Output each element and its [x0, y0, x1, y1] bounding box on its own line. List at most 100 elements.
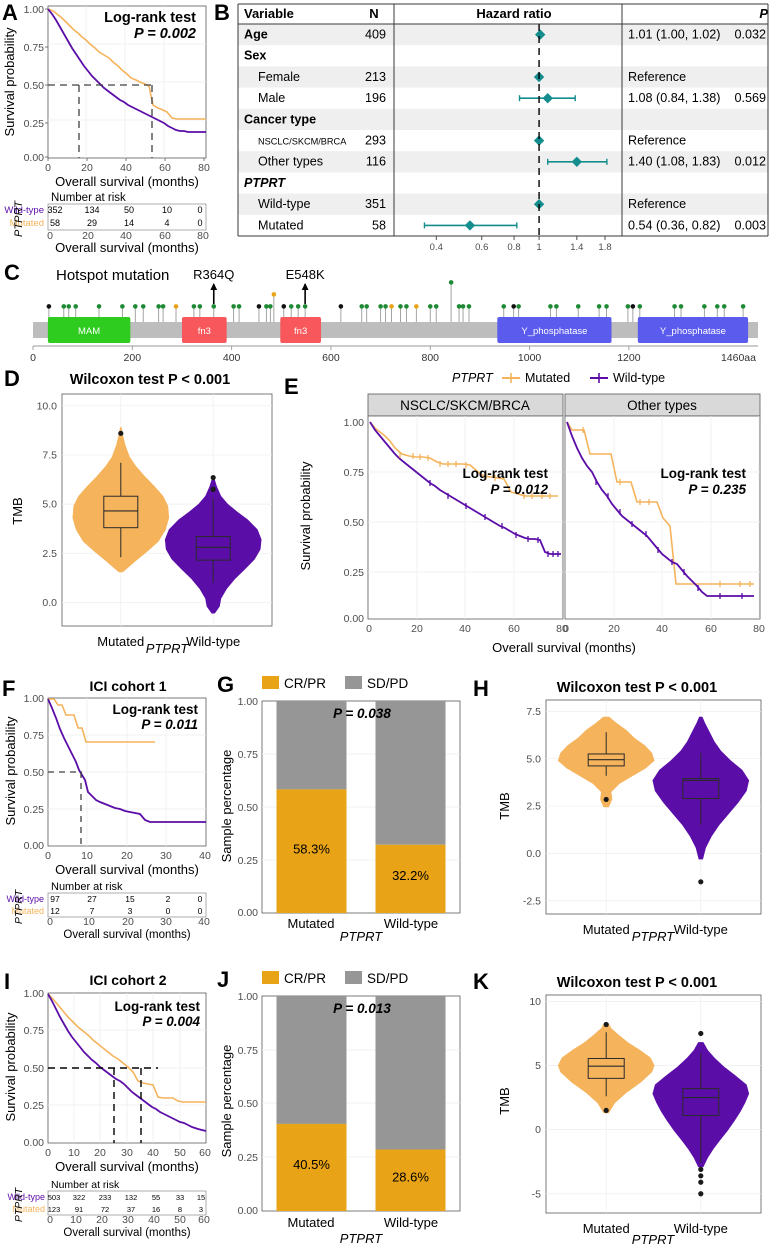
violin-y-tick: 5.0	[526, 753, 541, 765]
svg-text:40: 40	[120, 162, 132, 174]
svg-text:1.00: 1.00	[24, 988, 45, 1000]
panel-f-risk-x-label: Overall survival (months)	[63, 929, 190, 941]
svg-text:50: 50	[124, 205, 134, 215]
panel-d-letter: D	[4, 366, 20, 391]
panel-i-y-label: Survival probability	[3, 1012, 18, 1122]
panel-g-p-value: P = 0.038	[333, 706, 391, 721]
svg-text:Mutated: Mutated	[288, 1215, 335, 1230]
lollipop-marker	[702, 304, 707, 309]
protein-domain	[181, 317, 227, 343]
forest-axis-tick: 1	[536, 242, 541, 253]
forest-row-label: NSCLC/SKCM/BRCA	[258, 137, 347, 147]
panel-g-x-label: PTPRT	[340, 929, 383, 944]
forest-axis-tick: 0.6	[475, 242, 488, 253]
lollipop-marker	[404, 304, 409, 309]
panel-d-violin-tmb: D Wilcoxon test P < 0.001 10.0 7.5 5.0 2.5 0…	[0, 366, 280, 656]
svg-text:10: 10	[68, 1147, 80, 1159]
svg-text:0.75: 0.75	[24, 1025, 45, 1037]
lollipop-marker	[46, 304, 52, 309]
forest-row-n: 213	[365, 70, 386, 84]
legend-label-sdpd-j: SD/PD	[367, 971, 409, 986]
forest-row-label: Male	[258, 91, 285, 105]
risk-row-label-mutated-f: Mutated	[11, 906, 44, 916]
panel-i-strata-label: PTPRT	[13, 1186, 25, 1222]
risk-values-wildtype-f: 97 27 15 2 0	[50, 894, 202, 904]
panel-f-title: ICI cohort 1	[89, 678, 166, 694]
svg-text:20: 20	[94, 1147, 106, 1159]
panel-f-curve-wildtype	[47, 698, 206, 823]
grid-lines	[48, 6, 206, 158]
panel-k-x-label: PTPRT	[632, 1232, 675, 1247]
panel-h-title: Wilcoxon test P < 0.001	[557, 680, 717, 696]
svg-text:134: 134	[84, 205, 99, 215]
bar-value-label: 40.5%	[293, 1157, 330, 1172]
box-outlier	[698, 1191, 704, 1197]
lollipop-marker	[637, 304, 643, 309]
svg-text:20: 20	[608, 623, 620, 635]
violin-y-tick: 2.5	[526, 801, 541, 813]
svg-text:27: 27	[87, 894, 97, 904]
panel-f-y-ticks: 1.00 0.75 0.50 0.25 0.00	[24, 693, 45, 852]
panel-j-stacked-bar-ici2: J CR/PR SD/PD 1.00 0.75 0.50 0.25 0.00 4…	[215, 941, 471, 1247]
lollipop-marker	[211, 304, 217, 309]
hotspot-annotation-label: R364Q	[193, 267, 234, 282]
risk-title-f: Number at risk	[51, 881, 123, 893]
curve-wildtype	[47, 8, 206, 133]
facet1-p-value: P = 0.012	[490, 482, 548, 497]
forest-row-estimate: 1.40 (1.08, 1.83)	[628, 155, 720, 169]
panel-k-y-label: TMB	[497, 1087, 512, 1114]
box-iqr	[103, 495, 139, 529]
lollipop-marker	[575, 304, 581, 309]
panel-i-p-value: P = 0.004	[142, 1014, 200, 1029]
risk-row-label-mutated: Mutated	[10, 218, 44, 229]
box-outlier	[698, 1179, 704, 1185]
lollipop-marker	[264, 304, 269, 309]
panel-e-legend: PTPRT Mutated Wild-type	[452, 371, 665, 385]
lollipop-marker	[740, 304, 746, 309]
panel-i-y-ticks: 1.00 0.75 0.50 0.25 0.00	[24, 988, 45, 1149]
panel-c-axis-tick: 600	[322, 352, 340, 364]
svg-text:0.50: 0.50	[24, 1063, 45, 1075]
svg-text:20: 20	[122, 916, 134, 928]
svg-text:0.75: 0.75	[24, 730, 45, 742]
panel-f-letter: F	[2, 676, 16, 701]
svg-text:80: 80	[556, 623, 568, 635]
svg-text:20: 20	[121, 850, 133, 862]
violin-y-tick: 2.5	[42, 548, 57, 560]
svg-text:3: 3	[128, 906, 133, 916]
panel-h-x-label: PTPRT	[632, 929, 675, 944]
forest-row-n: 116	[366, 155, 386, 169]
lollipop-marker	[460, 304, 466, 309]
median-lines	[48, 84, 153, 158]
forest-row-estimate: Reference	[628, 197, 686, 211]
svg-text:0.50: 0.50	[24, 767, 45, 779]
legend-label-crpr-j: CR/PR	[284, 971, 326, 986]
forest-axis-tick: 1.8	[598, 242, 611, 253]
lollipop-marker	[338, 304, 344, 309]
panel-a-y-ticks: 1.00 0.75 0.50 0.25 0.00	[24, 4, 45, 164]
panel-d-svg: Wilcoxon test P < 0.001 10.0 7.5 5.0 2.5 0.0…	[10, 372, 273, 656]
protein-domain-label: Y_phosphatase	[521, 326, 587, 337]
violin-y-tick: 0	[535, 1124, 541, 1136]
svg-text:37: 37	[127, 1205, 135, 1214]
lollipop-marker	[295, 304, 301, 309]
svg-text:50: 50	[174, 1147, 186, 1159]
legend-label-mutated: Mutated	[525, 371, 570, 385]
lollipop-marker	[61, 304, 67, 309]
svg-text:60: 60	[705, 623, 717, 635]
svg-text:Wild-type: Wild-type	[384, 1215, 438, 1230]
hotspot-annotation-label: E548K	[286, 267, 325, 282]
svg-text:33: 33	[176, 1193, 184, 1202]
svg-text:0: 0	[166, 906, 171, 916]
panel-i-x-label: Overall survival (months)	[55, 1159, 199, 1174]
svg-text:0.50: 0.50	[24, 80, 45, 92]
panel-g-y-label: Sample percentage	[219, 750, 234, 863]
panel-e-x-label: Overall survival (months)	[492, 640, 636, 655]
protein-domain	[497, 317, 612, 343]
svg-text:60: 60	[508, 623, 520, 635]
svg-text:40: 40	[120, 230, 132, 242]
hotspot-arrow-head	[301, 283, 309, 290]
forest-axis-tick: 0.8	[507, 242, 520, 253]
forest-row-p: 0.569	[734, 91, 766, 105]
svg-text:91: 91	[75, 1205, 83, 1214]
